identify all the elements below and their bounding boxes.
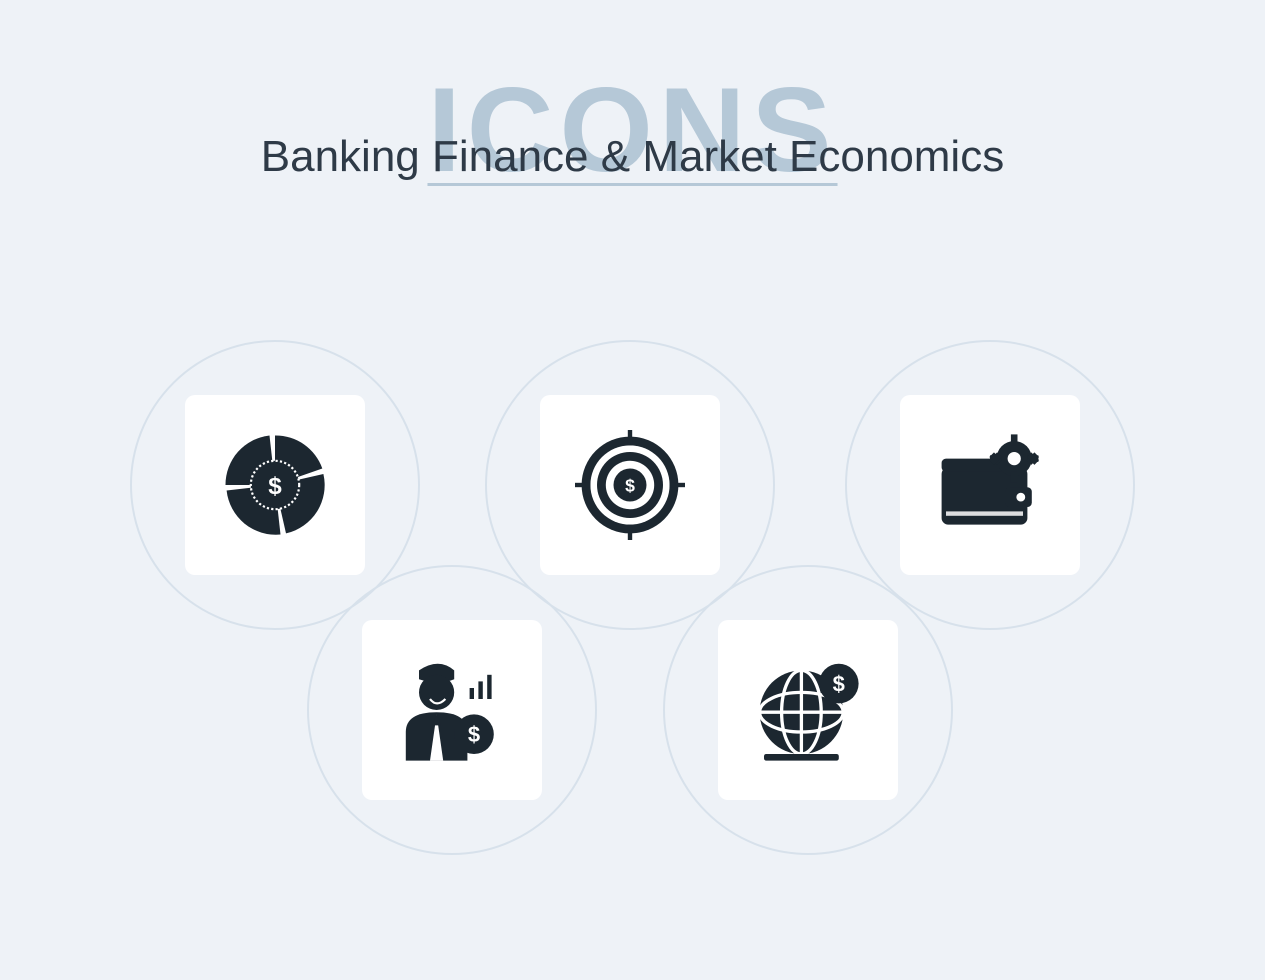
svg-text:$: $ <box>268 473 282 500</box>
header: ICONS Banking Finance & Market Economics <box>0 0 1265 182</box>
page-title: Banking Finance & Market Economics <box>0 132 1265 182</box>
icon-card: $ <box>362 620 542 800</box>
icon-card: $ <box>185 395 365 575</box>
salary-person-icon: $ <box>397 655 507 765</box>
global-economy-icon: $ <box>753 655 863 765</box>
wallet-settings-icon <box>935 430 1045 540</box>
target-money-icon: $ <box>575 430 685 540</box>
svg-text:$: $ <box>468 722 480 747</box>
icon-grid: $ $ <box>0 310 1265 910</box>
icon-card: $ <box>540 395 720 575</box>
icon-card: $ <box>718 620 898 800</box>
svg-text:$: $ <box>625 476 635 496</box>
icon-card <box>900 395 1080 575</box>
svg-text:$: $ <box>833 671 845 696</box>
money-pie-chart-icon: $ <box>220 430 330 540</box>
